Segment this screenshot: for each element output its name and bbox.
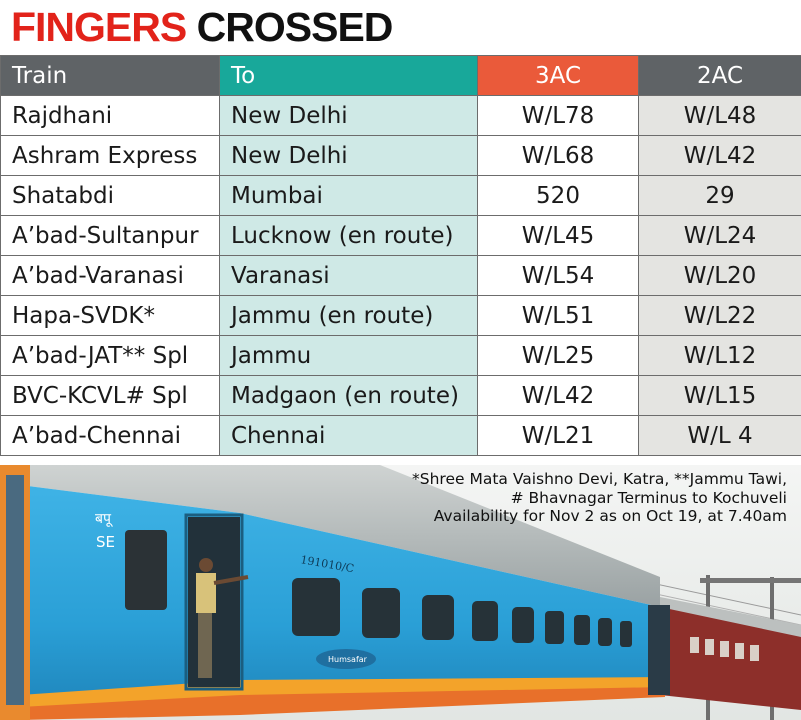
ac2-availability-cell: W/L20 bbox=[638, 255, 801, 296]
destination-cell: Jammu (en route) bbox=[219, 295, 478, 336]
coach-window bbox=[574, 615, 590, 645]
ac3-availability-cell: W/L78 bbox=[477, 95, 639, 136]
far-coach-window bbox=[735, 643, 744, 659]
ac3-availability-cell: W/L54 bbox=[477, 255, 639, 296]
table-header-row: Train To 3AC 2AC bbox=[0, 55, 801, 96]
train-name-cell: A’bad-Varanasi bbox=[0, 255, 220, 296]
destination-cell: New Delhi bbox=[219, 135, 478, 176]
gantry-beam bbox=[700, 578, 801, 583]
ac3-availability-cell: W/L68 bbox=[477, 135, 639, 176]
ac3-availability-cell: 520 bbox=[477, 175, 639, 216]
coach-marking: बपू bbox=[95, 511, 113, 527]
coach-emblem bbox=[316, 649, 376, 669]
far-coach bbox=[660, 605, 801, 710]
ac2-availability-cell: W/L22 bbox=[638, 295, 801, 336]
ac3-availability-cell: W/L45 bbox=[477, 215, 639, 256]
table-row: Shatabdi Mumbai 520 29 bbox=[0, 175, 801, 216]
destination-cell: Madgaon (en route) bbox=[219, 375, 478, 416]
table-row: Rajdhani New Delhi W/L78 W/L48 bbox=[0, 95, 801, 136]
destination-cell: Jammu bbox=[219, 335, 478, 376]
destination-cell: New Delhi bbox=[219, 95, 478, 136]
column-header-2ac: 2AC bbox=[638, 55, 801, 96]
column-header-3ac: 3AC bbox=[477, 55, 639, 96]
train-availability-table: Train To 3AC 2AC Rajdhani New Delhi W/L7… bbox=[0, 55, 801, 456]
table-row: A’bad-JAT** Spl Jammu W/L25 W/L12 bbox=[0, 335, 801, 376]
ac2-availability-cell: W/L15 bbox=[638, 375, 801, 416]
coach-window bbox=[362, 588, 400, 638]
far-coach-window bbox=[690, 637, 699, 653]
ac2-availability-cell: W/L12 bbox=[638, 335, 801, 376]
destination-cell: Lucknow (en route) bbox=[219, 215, 478, 256]
coach-window bbox=[472, 601, 498, 641]
coach-window bbox=[422, 595, 454, 640]
coach-window bbox=[620, 621, 632, 647]
train-name-cell: A’bad-Chennai bbox=[0, 415, 220, 456]
coach-code: SE bbox=[96, 533, 115, 551]
train-name-cell: Ashram Express bbox=[0, 135, 220, 176]
column-header-to: To bbox=[219, 55, 478, 96]
ac2-availability-cell: W/L 4 bbox=[638, 415, 801, 456]
ac2-availability-cell: 29 bbox=[638, 175, 801, 216]
ac2-availability-cell: W/L48 bbox=[638, 95, 801, 136]
footnote-line-2: # Bhavnagar Terminus to Kochuveli bbox=[510, 488, 787, 507]
coach-end-panel bbox=[6, 475, 24, 705]
destination-cell: Varanasi bbox=[219, 255, 478, 296]
coach-lower-band bbox=[20, 687, 665, 720]
headline-word-2: CROSSED bbox=[196, 4, 394, 50]
coach-window bbox=[292, 578, 340, 636]
ac2-availability-cell: W/L24 bbox=[638, 215, 801, 256]
train-name-cell: Shatabdi bbox=[0, 175, 220, 216]
passenger-body bbox=[196, 573, 216, 613]
coach-window bbox=[545, 611, 564, 644]
column-header-train: Train bbox=[0, 55, 220, 96]
destination-cell: Mumbai bbox=[219, 175, 478, 216]
table-row: Ashram Express New Delhi W/L68 W/L42 bbox=[0, 135, 801, 176]
ac2-availability-cell: W/L42 bbox=[638, 135, 801, 176]
coach-window bbox=[598, 618, 612, 646]
table-row: A’bad-Chennai Chennai W/L21 W/L 4 bbox=[0, 415, 801, 456]
ac3-availability-cell: W/L51 bbox=[477, 295, 639, 336]
footnote: *Shree Mata Vaishno Devi, Katra, **Jammu… bbox=[412, 470, 787, 526]
ac3-availability-cell: W/L21 bbox=[477, 415, 639, 456]
headline-text: FINGERS CROSSED bbox=[11, 4, 394, 51]
train-name-cell: Hapa-SVDK* bbox=[0, 295, 220, 336]
footnote-line-1: *Shree Mata Vaishno Devi, Katra, **Jammu… bbox=[412, 470, 787, 488]
coach-roof bbox=[20, 465, 660, 607]
destination-cell: Chennai bbox=[219, 415, 478, 456]
ac3-availability-cell: W/L42 bbox=[477, 375, 639, 416]
passenger-head bbox=[199, 558, 213, 572]
table-row: Hapa-SVDK* Jammu (en route) W/L51 W/L22 bbox=[0, 295, 801, 336]
passenger-arm bbox=[213, 575, 249, 585]
headline: FINGERS CROSSED bbox=[0, 0, 801, 54]
coach-door-frame bbox=[184, 513, 244, 691]
train-name-cell: Rajdhani bbox=[0, 95, 220, 136]
table-row: A’bad-Sultanpur Lucknow (en route) W/L45… bbox=[0, 215, 801, 256]
far-coach-window bbox=[705, 639, 714, 655]
table-row: A’bad-Varanasi Varanasi W/L54 W/L20 bbox=[0, 255, 801, 296]
far-coach-window bbox=[750, 645, 759, 661]
coach-window bbox=[125, 530, 167, 610]
train-name-cell: A’bad-Sultanpur bbox=[0, 215, 220, 256]
coach-gangway bbox=[648, 605, 670, 695]
table-row: BVC-KCVL# Spl Madgaon (en route) W/L42 W… bbox=[0, 375, 801, 416]
train-photo: बपू SE 191010/C Humsafar bbox=[0, 465, 801, 720]
far-coach-window bbox=[720, 641, 729, 657]
train-name-cell: A’bad-JAT** Spl bbox=[0, 335, 220, 376]
far-coach-roof bbox=[660, 597, 801, 637]
coach-body bbox=[20, 485, 665, 720]
ac3-availability-cell: W/L25 bbox=[477, 335, 639, 376]
coach-window bbox=[512, 607, 534, 643]
footnote-line-3: Availability for Nov 2 as on Oct 19, at … bbox=[433, 507, 787, 525]
window-row bbox=[292, 578, 632, 647]
train-name-cell: BVC-KCVL# Spl bbox=[0, 375, 220, 416]
coach-emblem-text: Humsafar bbox=[328, 655, 368, 664]
passenger-legs bbox=[198, 613, 212, 678]
headline-word-1: FINGERS bbox=[11, 4, 187, 50]
train-photo-illustration: बपू SE 191010/C Humsafar bbox=[0, 465, 801, 720]
